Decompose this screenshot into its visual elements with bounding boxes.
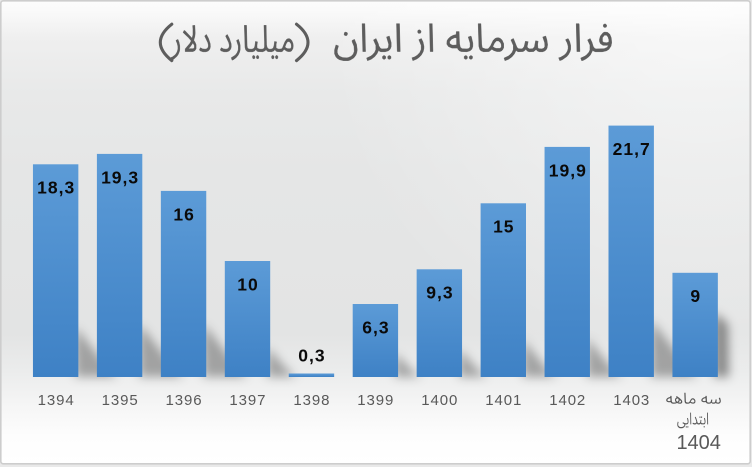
svg-text:1403: 1403 [613,392,650,409]
svg-text:1399: 1399 [357,392,394,409]
svg-text:9,3: 9,3 [426,283,453,303]
svg-text:15: 15 [493,217,514,237]
svg-text:0,3: 0,3 [298,346,325,366]
svg-text:19,3: 19,3 [101,167,139,187]
svg-text:16: 16 [173,204,194,224]
svg-text:1397: 1397 [229,392,266,409]
svg-text:1395: 1395 [102,392,139,409]
svg-text:1404: 1404 [676,432,721,454]
svg-text:9: 9 [690,286,701,306]
svg-text:19,9: 19,9 [549,160,587,180]
svg-text:1402: 1402 [549,392,586,409]
svg-text:1398: 1398 [293,392,330,409]
svg-text:1400: 1400 [421,392,458,409]
svg-text:10: 10 [237,274,258,294]
svg-text:1394: 1394 [38,392,75,409]
svg-text:6,3: 6,3 [362,317,389,337]
svg-text:18,3: 18,3 [37,178,75,198]
svg-text:1396: 1396 [166,392,203,409]
svg-text:1401: 1401 [485,392,522,409]
svg-text:21,7: 21,7 [613,139,651,159]
